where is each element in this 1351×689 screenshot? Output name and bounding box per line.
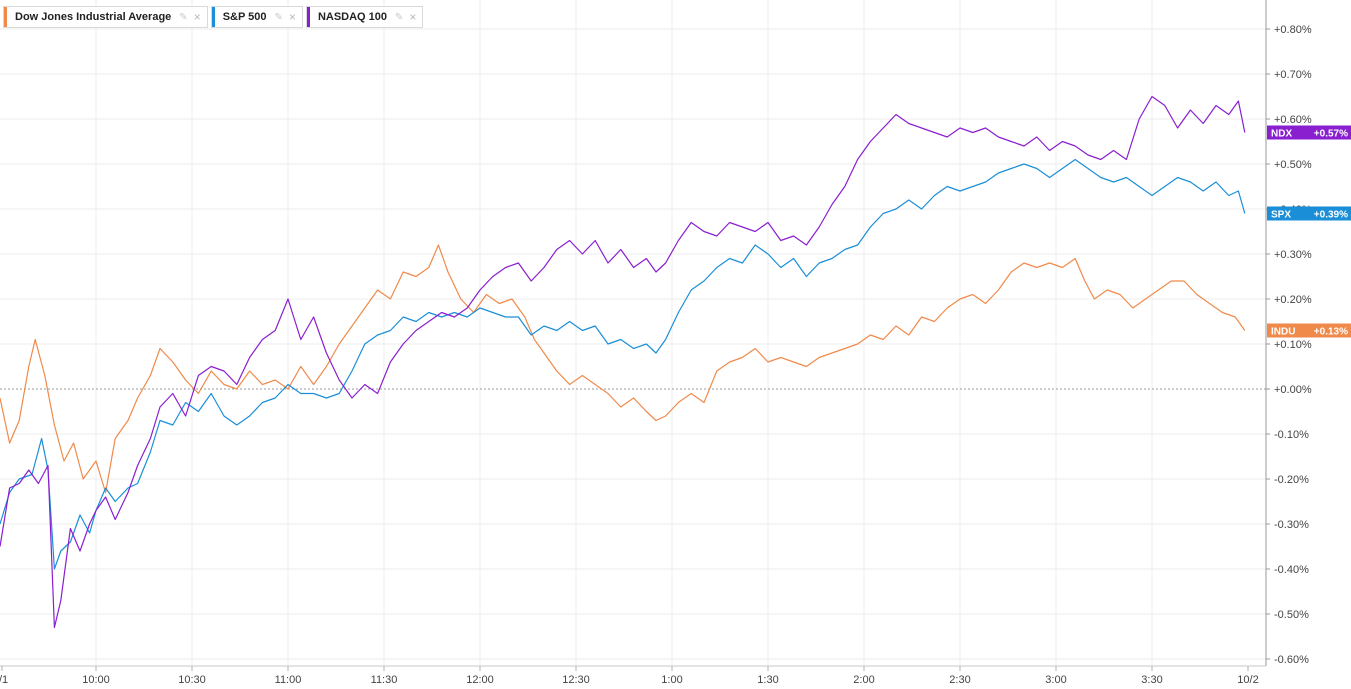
pin-icon[interactable]: ✎ (274, 11, 283, 23)
x-tick-label: 3:00 (1045, 674, 1066, 686)
value-tag-symbol: INDU (1271, 327, 1295, 338)
legend-item-dow-jones[interactable]: Dow Jones Industrial Average ✎ × (3, 6, 208, 28)
x-tick-label: 10:00 (82, 674, 110, 686)
x-tick-label: 1:30 (757, 674, 778, 686)
value-tag-bg (1267, 125, 1351, 140)
x-tick-label: 10:30 (178, 674, 206, 686)
x-tick-label: 12:30 (562, 674, 590, 686)
legend-item-sp500[interactable]: S&P 500 ✎ × (210, 6, 303, 28)
x-tick-label: 10/2 (1237, 674, 1258, 686)
series-line-ndx (0, 95, 1246, 629)
y-tick-label: -0.10% (1274, 429, 1309, 441)
legend-swatch (4, 7, 7, 27)
x-tick-label: 2:30 (949, 674, 970, 686)
y-tick-label: -0.20% (1274, 474, 1309, 486)
close-icon[interactable]: × (288, 10, 296, 24)
legend-label: Dow Jones Industrial Average (15, 11, 172, 23)
x-tick-label: 11:30 (371, 674, 398, 686)
close-icon[interactable]: × (409, 10, 417, 24)
legend-swatch (211, 7, 215, 27)
x-tick-label: 3:30 (1141, 674, 1162, 686)
legend-swatch (306, 7, 310, 27)
value-tag-change: +0.39% (1314, 210, 1348, 221)
chart-gridlines (0, 0, 1266, 666)
value-tag-bg (1267, 206, 1351, 221)
pin-icon[interactable]: ✎ (395, 11, 404, 23)
y-tick-label: +0.60% (1274, 114, 1312, 126)
x-tick-label: 12:00 (466, 674, 494, 686)
x-tick-label: 2:00 (853, 674, 874, 686)
value-tag-symbol: NDX (1271, 129, 1292, 140)
y-tick-label: -0.30% (1274, 519, 1309, 531)
value-tag-bg (1267, 323, 1351, 338)
x-tick-label: 11:00 (275, 674, 302, 686)
legend-item-nasdaq100[interactable]: NASDAQ 100 ✎ × (305, 6, 424, 28)
series-line-spx (0, 158, 1246, 570)
y-tick-label: +0.20% (1274, 294, 1312, 306)
y-tick-label: +0.00% (1274, 384, 1312, 396)
x-tick-label: 1:00 (661, 674, 682, 686)
value-tag-change: +0.57% (1314, 129, 1348, 140)
last-value-tags: INDU +0.13% SPX +0.39% NDX +0.57% (1267, 125, 1351, 338)
legend: Dow Jones Industrial Average ✎ × S&P 500… (3, 6, 424, 28)
chart-series (0, 95, 1246, 629)
y-tick-label: -0.60% (1274, 654, 1309, 666)
legend-label: S&P 500 (222, 11, 267, 23)
y-tick-label: +0.10% (1274, 339, 1312, 351)
value-tag-spx: SPX +0.39% (1267, 206, 1351, 221)
pin-icon[interactable]: ✎ (179, 11, 188, 23)
y-tick-label: -0.40% (1274, 564, 1309, 576)
value-tag-change: +0.13% (1314, 327, 1348, 338)
close-icon[interactable]: × (193, 10, 201, 24)
series-line-indu (0, 244, 1246, 494)
value-tag-symbol: SPX (1271, 210, 1291, 221)
y-tick-label: +0.80% (1274, 24, 1312, 36)
y-tick-label: +0.30% (1274, 249, 1312, 261)
y-axis-ticks: +0.80%+0.70%+0.60%+0.50%+0.40%+0.30%+0.2… (1266, 24, 1312, 666)
x-axis-ticks: /1 10:00 10:30 11:00 11:30 12:00 12:30 1:00 1:30… (0, 666, 1259, 686)
x-tick-label: /1 (0, 674, 8, 686)
y-tick-label: +0.50% (1274, 159, 1312, 171)
y-tick-label: +0.70% (1274, 69, 1312, 81)
value-tag-ndx: NDX +0.57% (1267, 125, 1351, 140)
legend-label: NASDAQ 100 (317, 11, 388, 23)
value-tag-indu: INDU +0.13% (1267, 323, 1351, 338)
y-tick-label: -0.50% (1274, 609, 1309, 621)
